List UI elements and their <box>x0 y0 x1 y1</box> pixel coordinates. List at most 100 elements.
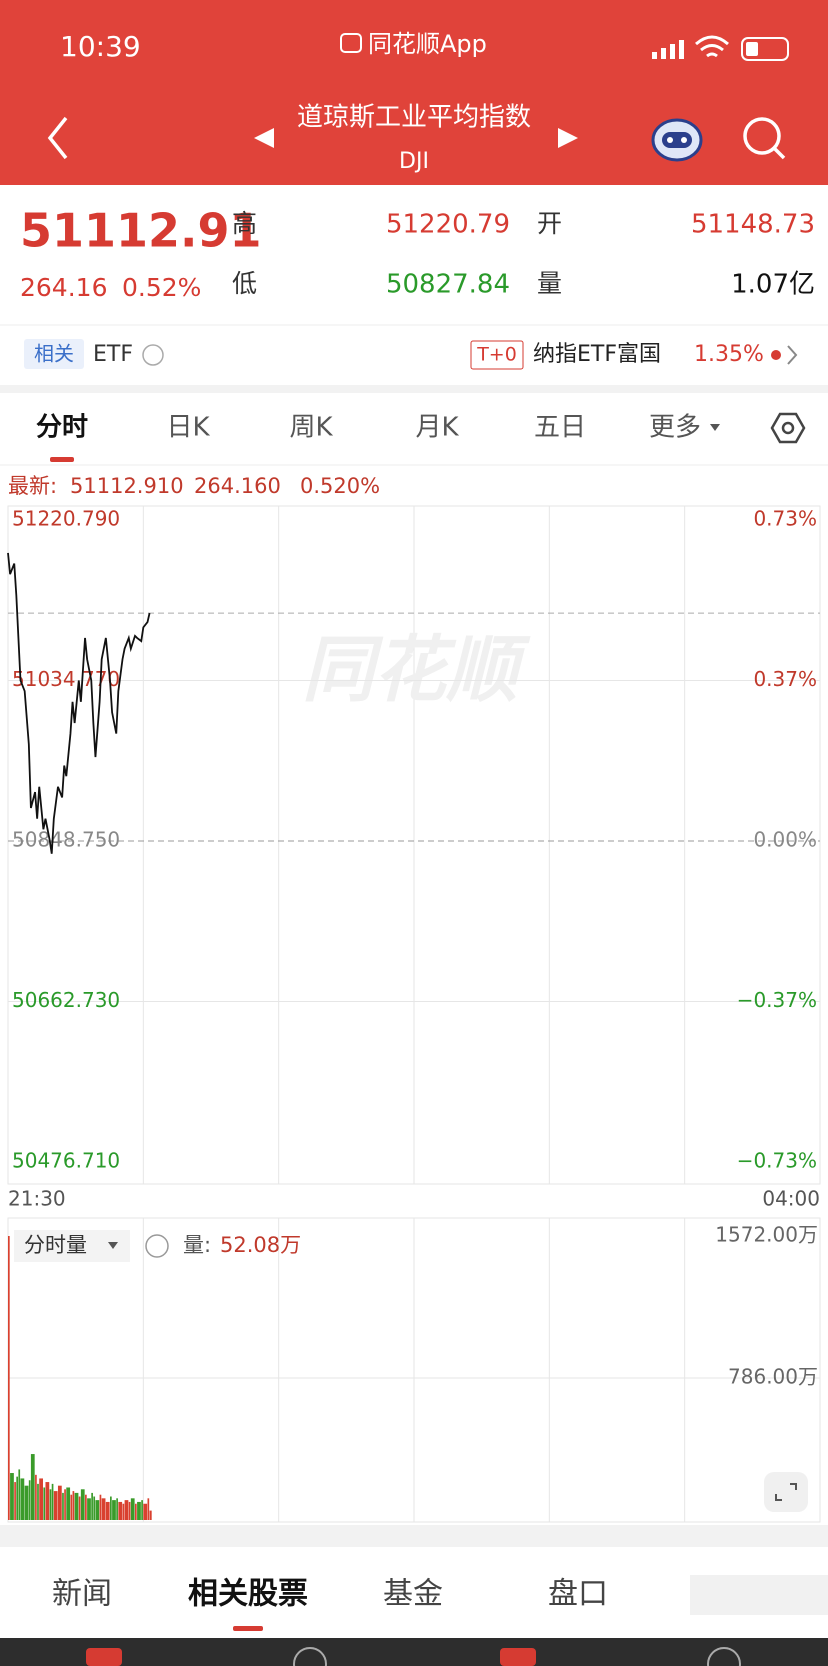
volume-label: 量: <box>183 1233 211 1257</box>
volume-label: 量 <box>537 269 562 298</box>
faded-tab <box>690 1575 828 1615</box>
bottom-tab[interactable]: 盘口 <box>548 1577 608 1612</box>
volume-bar <box>10 1473 14 1520</box>
volume-bar <box>80 1489 85 1520</box>
t0-tag: T+0 <box>476 344 517 366</box>
dropdown-arrow <box>108 1242 118 1249</box>
bottom-tab[interactable]: 基金 <box>383 1577 443 1612</box>
volume-bar <box>72 1491 75 1520</box>
watermark: 同花顺 <box>302 628 531 712</box>
volume-bar <box>45 1482 50 1520</box>
signal-icon <box>652 40 684 59</box>
volume-bar <box>57 1485 62 1520</box>
tab-underline <box>50 457 74 462</box>
volume-bar <box>49 1489 52 1520</box>
tab[interactable]: 分时 <box>36 413 88 443</box>
pct-tick-label: 0.00% <box>753 828 817 852</box>
volume-bar <box>112 1500 116 1520</box>
robot-eye <box>667 137 673 143</box>
x-tick-label: 21:30 <box>8 1187 66 1211</box>
volume-bar <box>8 1236 10 1520</box>
y-tick-label: 1572.00万 <box>715 1223 818 1247</box>
tab[interactable]: 更多 <box>649 413 701 443</box>
volume-bar <box>124 1500 129 1520</box>
volume-bar <box>78 1496 81 1520</box>
latest-price: 51112.910 <box>70 474 184 498</box>
change-pct: 0.52% <box>122 273 201 302</box>
y-tick-label: 786.00万 <box>728 1365 818 1389</box>
volume-bar <box>53 1491 58 1520</box>
prev-button[interactable] <box>254 128 274 148</box>
related-tag: 相关 <box>34 342 74 366</box>
fund-more[interactable] <box>787 345 798 365</box>
search-icon <box>772 146 786 160</box>
open-label: 开 <box>537 209 562 238</box>
volume-bar <box>135 1503 137 1520</box>
index-code: DJI <box>399 149 429 174</box>
selector-box[interactable] <box>14 1230 130 1262</box>
gap <box>0 1525 828 1547</box>
volume-bar <box>147 1498 150 1520</box>
next-button[interactable] <box>558 128 578 148</box>
expand-button[interactable] <box>764 1472 808 1512</box>
open: 51148.73 <box>691 210 815 240</box>
back-button[interactable] <box>47 116 68 160</box>
volume-bar <box>66 1487 71 1520</box>
y-tick-label: 51220.790 <box>12 507 120 531</box>
low: 50827.84 <box>386 270 510 300</box>
tab[interactable]: 日K <box>166 413 210 443</box>
tab[interactable]: 月K <box>415 413 459 443</box>
nav-icon[interactable] <box>293 1647 327 1666</box>
latest-pct: 0.520% <box>300 474 380 498</box>
y-tick-label: 50662.730 <box>12 988 120 1012</box>
volume-bar <box>18 1469 21 1520</box>
nav-icon[interactable] <box>86 1648 122 1666</box>
volume-bar <box>24 1485 29 1520</box>
y-tick-label: 51034.770 <box>12 667 120 691</box>
tab[interactable]: 五日 <box>534 413 586 443</box>
volume-bar <box>87 1498 91 1520</box>
search-button[interactable] <box>743 117 786 160</box>
volume-bar <box>37 1483 39 1520</box>
volume-bar <box>14 1482 16 1520</box>
nav-icon[interactable] <box>500 1648 536 1666</box>
gap <box>0 385 828 393</box>
volume: 1.07亿 <box>731 270 815 300</box>
volume-bar <box>85 1494 87 1520</box>
bottom-tab[interactable]: 新闻 <box>52 1577 112 1612</box>
battery-icon <box>741 37 789 61</box>
high-label: 高 <box>232 209 257 238</box>
fund-name[interactable]: 纳指ETF富国 <box>533 342 661 367</box>
volume-bar <box>64 1489 66 1520</box>
volume-bar <box>122 1503 125 1520</box>
volume-bar <box>143 1503 148 1520</box>
settings-button[interactable] <box>770 412 806 444</box>
help-icon[interactable] <box>142 344 164 366</box>
index-title: 道琼斯工业平均指数 <box>297 103 531 133</box>
volume-bar <box>51 1483 54 1520</box>
volume-bar <box>141 1500 143 1520</box>
low-label: 低 <box>232 269 257 298</box>
bottom-tab[interactable]: 相关股票 <box>188 1577 308 1612</box>
volume-bar <box>28 1480 31 1520</box>
nav-icon[interactable] <box>707 1647 741 1666</box>
robot-face <box>662 132 692 148</box>
volume-bar <box>118 1501 123 1520</box>
robot-button[interactable] <box>651 118 703 162</box>
volume-bar <box>130 1498 135 1520</box>
volume-bar <box>74 1492 79 1520</box>
volume-bar <box>99 1494 102 1520</box>
volume-bar <box>16 1476 19 1520</box>
app-icon <box>340 33 362 53</box>
tab[interactable]: 周K <box>289 413 333 443</box>
volume-current: 52.08万 <box>220 1233 301 1257</box>
pct-tick-label: −0.73% <box>737 1149 817 1173</box>
volume-bar <box>91 1492 93 1520</box>
volume-bar <box>101 1498 106 1520</box>
pct-tick-label: −0.37% <box>737 988 817 1012</box>
y-tick-label: 50848.750 <box>12 828 120 852</box>
robot-eye <box>681 137 687 143</box>
price-line <box>7 552 151 854</box>
related-etf[interactable]: ETF <box>93 342 133 367</box>
